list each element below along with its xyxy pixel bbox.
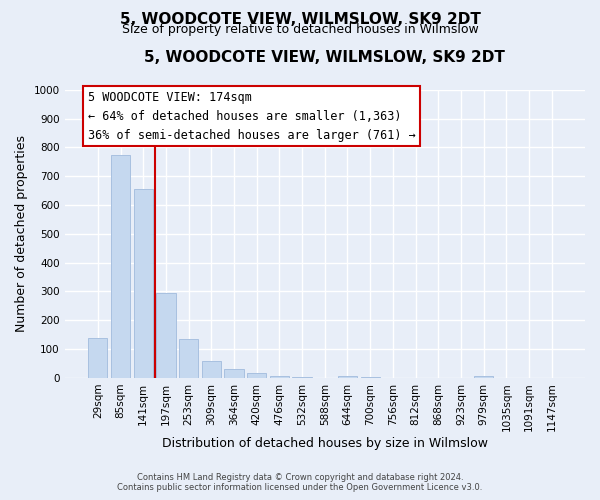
Bar xyxy=(224,368,244,378)
Y-axis label: Number of detached properties: Number of detached properties xyxy=(15,136,28,332)
Text: Contains HM Land Registry data © Crown copyright and database right 2024.
Contai: Contains HM Land Registry data © Crown c… xyxy=(118,473,482,492)
Bar xyxy=(202,362,221,378)
Bar xyxy=(156,293,176,378)
Text: Size of property relative to detached houses in Wilmslow: Size of property relative to detached ho… xyxy=(122,22,478,36)
Title: 5, WOODCOTE VIEW, WILMSLOW, SK9 2DT: 5, WOODCOTE VIEW, WILMSLOW, SK9 2DT xyxy=(145,50,505,65)
Bar xyxy=(179,339,198,378)
Bar xyxy=(247,373,266,378)
Text: 5 WOODCOTE VIEW: 174sqm
← 64% of detached houses are smaller (1,363)
36% of semi: 5 WOODCOTE VIEW: 174sqm ← 64% of detache… xyxy=(88,90,415,142)
X-axis label: Distribution of detached houses by size in Wilmslow: Distribution of detached houses by size … xyxy=(162,437,488,450)
Bar xyxy=(270,376,289,378)
Bar xyxy=(338,376,357,378)
Bar xyxy=(474,376,493,378)
Text: 5, WOODCOTE VIEW, WILMSLOW, SK9 2DT: 5, WOODCOTE VIEW, WILMSLOW, SK9 2DT xyxy=(119,12,481,28)
Bar xyxy=(111,154,130,378)
Bar xyxy=(134,189,153,378)
Bar xyxy=(88,338,107,378)
